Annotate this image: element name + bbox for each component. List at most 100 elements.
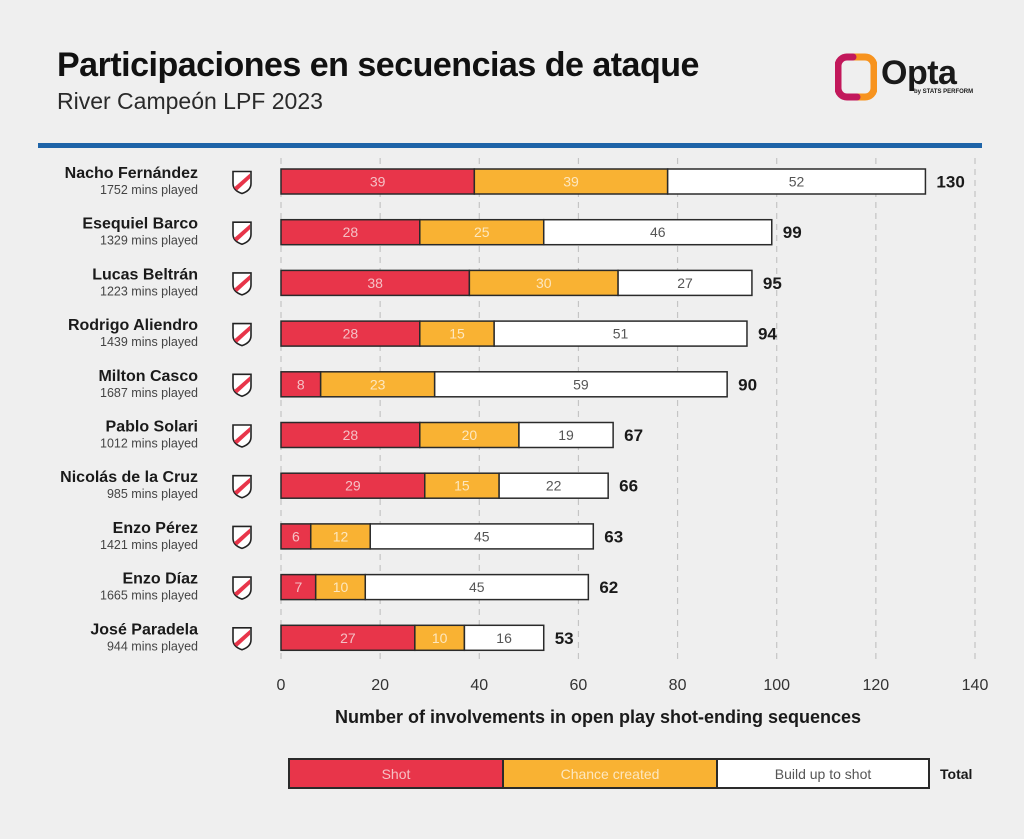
bar-segment-chance	[319, 371, 436, 398]
bar-value-shot: 29	[345, 478, 361, 494]
bar-total: 67	[624, 426, 643, 445]
player-minutes: 944 mins played	[107, 639, 198, 653]
opta-logo-sub: by STATS PERFORM	[914, 89, 974, 95]
bar-segment-shot	[280, 218, 421, 246]
bar-value-chance: 39	[563, 174, 579, 190]
x-tick-label-40: 40	[470, 677, 488, 694]
player-name: Pablo Solari	[106, 419, 198, 436]
x-tick-label-20: 20	[371, 677, 389, 694]
bar-segment-shot	[280, 269, 471, 297]
bar-value-build: 27	[677, 275, 693, 291]
bar-value-shot: 28	[343, 427, 359, 443]
bar-segment-chance	[419, 421, 520, 449]
legend-chance: Chance created	[502, 758, 716, 789]
x-tick-label-120: 120	[863, 677, 890, 694]
opta-logo: Opta by STATS PERFORM	[834, 53, 985, 103]
bar-value-build: 51	[613, 326, 629, 342]
player-name: Enzo Pérez	[113, 520, 198, 537]
bar-total: 130	[936, 173, 964, 192]
player-minutes: 1687 mins played	[100, 386, 198, 400]
player-name: José Paradela	[90, 621, 198, 638]
bar-value-chance: 30	[536, 275, 552, 291]
bar-value-shot: 28	[343, 326, 359, 342]
river-plate-crest-icon	[232, 221, 252, 246]
bar-segment-shot	[280, 371, 322, 398]
bar-total: 95	[763, 274, 782, 293]
player-minutes: 1439 mins played	[100, 335, 198, 349]
player-minutes: 985 mins played	[107, 487, 198, 501]
x-tick-label-140: 140	[962, 677, 989, 694]
bar-segment-chance	[419, 218, 545, 246]
bar-segment-shot	[280, 624, 416, 652]
bar-value-shot: 38	[367, 275, 383, 291]
bar-value-build: 52	[789, 174, 805, 190]
bar-segment-build	[433, 371, 728, 398]
x-tick-label-100: 100	[763, 677, 790, 694]
bar-segment-build	[498, 472, 609, 499]
bar-segment-build	[518, 421, 614, 449]
player-minutes: 1752 mins played	[100, 183, 198, 197]
bar-value-chance: 10	[333, 579, 349, 595]
player-minutes: 1421 mins played	[100, 538, 198, 552]
player-name: Esequiel Barco	[82, 216, 198, 233]
bar-value-shot: 6	[292, 528, 300, 544]
opta-logo-icon	[834, 53, 878, 101]
bar-value-shot: 28	[343, 224, 359, 240]
x-tick-label-80: 80	[669, 677, 687, 694]
legend-shot: Shot	[288, 758, 502, 789]
bar-value-build: 22	[546, 478, 562, 494]
player-name: Milton Casco	[98, 368, 198, 385]
bar-total: 66	[619, 477, 638, 496]
player-name: Enzo Díaz	[122, 571, 198, 588]
bar-total: 94	[758, 325, 777, 344]
player-name: Rodrigo Aliendro	[68, 317, 198, 334]
bar-value-shot: 27	[340, 630, 356, 646]
bar-value-shot: 7	[294, 579, 302, 595]
bar-segment-build	[364, 573, 590, 601]
player-name: Nacho Fernández	[65, 165, 198, 182]
legend-build: Build up to shot	[716, 758, 930, 789]
bar-value-chance: 15	[454, 478, 470, 494]
x-tick-label-60: 60	[570, 677, 588, 694]
bar-segment-chance	[473, 168, 669, 195]
bar-segment-build	[617, 269, 753, 297]
bar-value-chance: 15	[449, 326, 465, 342]
bar-value-build: 46	[650, 224, 666, 240]
bar-segment-build	[542, 218, 773, 246]
bar-segment-chance	[309, 523, 371, 550]
river-plate-crest-icon	[232, 626, 252, 651]
legend-total: Total	[940, 765, 973, 782]
river-plate-crest-icon	[232, 373, 252, 398]
bar-total: 90	[738, 375, 757, 394]
player-minutes: 1223 mins played	[100, 284, 198, 298]
x-tick-label-0: 0	[277, 677, 286, 694]
header-rule	[38, 143, 982, 148]
opta-logo-word: Opta	[881, 54, 957, 92]
bar-value-chance: 23	[370, 376, 386, 392]
bar-segment-shot	[280, 421, 421, 449]
bar-segment-shot	[280, 320, 421, 347]
bar-value-shot: 8	[297, 376, 305, 392]
player-name: Lucas Beltrán	[92, 266, 198, 283]
bar-segment-shot	[280, 472, 426, 499]
bar-value-chance: 12	[333, 528, 349, 544]
bar-value-build: 45	[469, 579, 485, 595]
bar-total: 63	[604, 527, 623, 546]
river-plate-crest-icon	[232, 322, 252, 347]
bar-segment-build	[666, 168, 927, 195]
bar-total: 99	[783, 223, 802, 242]
player-minutes: 1012 mins played	[100, 437, 198, 451]
bar-segment-chance	[468, 269, 619, 297]
bar-total: 62	[599, 578, 618, 597]
page-title: Participaciones en secuencias de ataque	[57, 46, 699, 84]
bar-segment-build	[463, 624, 545, 652]
player-name: Nicolás de la Cruz	[60, 469, 198, 486]
bar-segment-build	[369, 523, 595, 550]
bar-value-shot: 39	[370, 174, 386, 190]
bar-value-chance: 10	[432, 630, 448, 646]
bar-value-build: 16	[496, 630, 512, 646]
bar-segment-shot	[280, 573, 317, 601]
bar-segment-shot	[280, 168, 476, 195]
bar-value-build: 19	[558, 427, 574, 443]
legend: Shot Chance created Build up to shot Tot…	[288, 758, 972, 789]
